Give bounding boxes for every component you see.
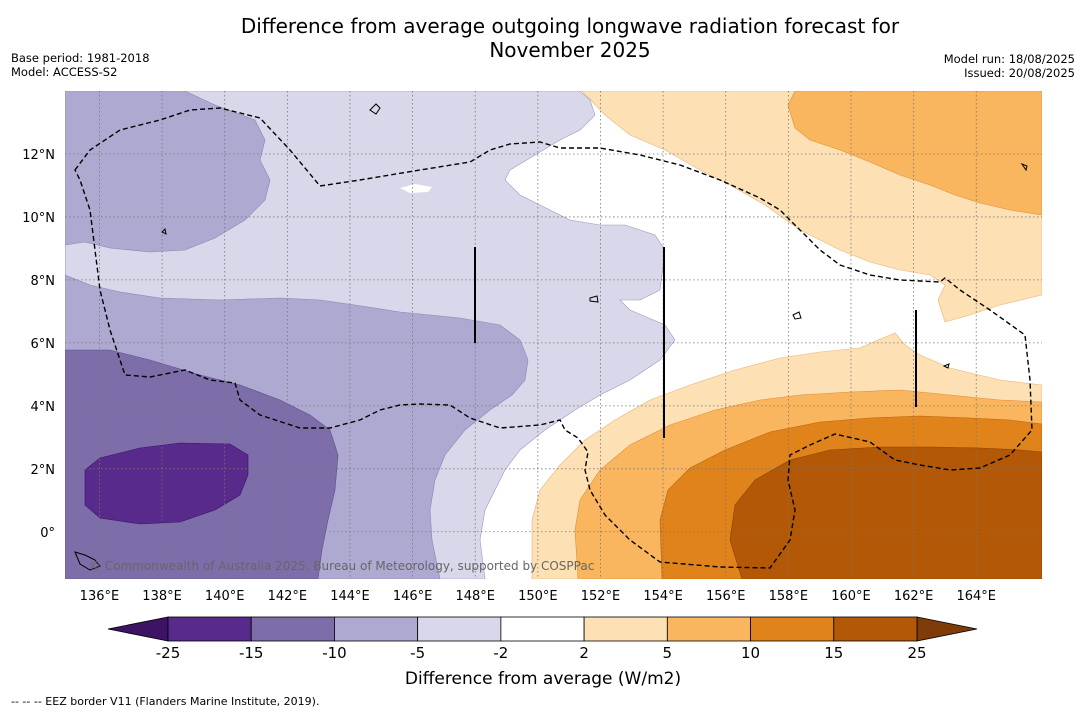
light-patch-north: [400, 184, 432, 193]
colorbar-segment: [334, 616, 419, 642]
model-run: Model run: 18/08/2025: [943, 52, 1075, 66]
title-line-2: November 2025: [489, 38, 651, 62]
island-new-guinea-coast: [74, 551, 101, 571]
lat-tick-label: 12°N: [22, 148, 55, 163]
lon-tick-label: 162°E: [894, 589, 934, 604]
colorbar-title: Difference from average (W/m2): [405, 669, 681, 689]
island-marcus-area: [369, 103, 381, 115]
colorbar-segment: [250, 616, 335, 642]
colorbar-level-label: 2: [579, 644, 589, 662]
colorbar-level-label: 5: [663, 644, 673, 662]
colorbar-segment: [167, 616, 252, 642]
lon-tick-label: 164°E: [956, 589, 996, 604]
anomaly-band-15-to-25: [729, 446, 1042, 579]
lon-tick-label: 144°E: [330, 589, 370, 604]
title-line-1: Difference from average outgoing longwav…: [240, 14, 900, 38]
lat-tick-label: 10°N: [22, 211, 55, 226]
colorbar-segment: [583, 616, 668, 642]
island-misc-east: [942, 363, 950, 369]
anomaly-band-5-to-10-north: [787, 91, 1042, 216]
colorbar-segment: [500, 616, 585, 642]
eez-palau-fsm-west: [74, 107, 1033, 569]
colorbar-level-label: -2: [493, 644, 508, 662]
contour-fills: [65, 91, 1042, 579]
lat-tick-label: 0°: [40, 526, 55, 541]
colorbar-level-label: -5: [410, 644, 425, 662]
lat-tick-label: 4°N: [31, 400, 56, 415]
base-period: Base period: 1981-2018: [11, 51, 150, 65]
colorbar: -25 -15 -10 -5 -2 2 5 10 15 25 Difference from av…: [107, 616, 978, 689]
lon-tick-label: 152°E: [581, 589, 621, 604]
lon-tick-label: 160°E: [831, 589, 871, 604]
colorbar-level-label: -15: [239, 644, 264, 662]
colorbar-segment: [833, 616, 918, 642]
colorbar-level-label: 15: [824, 644, 843, 662]
gridlines: [65, 91, 1042, 579]
lon-tick-label: 148°E: [455, 589, 495, 604]
colorbar-segment: [417, 616, 502, 642]
colorbar-level-label: 10: [741, 644, 760, 662]
colorbar-level-label: -10: [322, 644, 347, 662]
colorbar-segment: [666, 616, 751, 642]
lon-tick-label: 150°E: [518, 589, 558, 604]
island-pohnpei-area: [792, 311, 802, 320]
eez-footnote: -- -- -- EEZ border V11 (Flanders Marine…: [11, 695, 320, 708]
reference-bars: [474, 247, 917, 438]
lat-tick-label: 6°N: [31, 337, 56, 352]
lon-tick-label: 142°E: [268, 589, 308, 604]
run-info: Model run: 18/08/2025 Issued: 20/08/2025: [944, 52, 1075, 80]
colorbar-under-arrow: [107, 616, 169, 642]
lon-tick-label: 136°E: [80, 589, 120, 604]
lon-tick-label: 138°E: [142, 589, 182, 604]
coastlines: [74, 103, 1028, 571]
colorbar-labels: -25 -15 -10 -5 -2 2 5 10 15 25: [156, 644, 927, 662]
lon-tick-labels: 136°E 138°E 140°E 142°E 144°E 146°E 148°E 150°E…: [80, 589, 996, 604]
base-info: Base period: 1981-2018 Model: ACCESS-S2: [11, 51, 150, 79]
lat-tick-label: 2°N: [31, 463, 56, 478]
colorbar-segment: [750, 616, 835, 642]
lon-tick-label: 158°E: [769, 589, 809, 604]
lon-tick-label: 140°E: [205, 589, 245, 604]
lon-tick-label: 156°E: [706, 589, 746, 604]
anomaly-band-minus25-to-minus15: [84, 442, 249, 525]
lat-tick-label: 8°N: [31, 274, 56, 289]
issued-date: Issued: 20/08/2025: [964, 66, 1075, 80]
copyright-notice: © Commonwealth of Australia 2025, Bureau…: [89, 559, 594, 573]
lat-tick-labels: 12°N 10°N 8°N 6°N 4°N 2°N 0°: [22, 148, 55, 541]
lon-tick-label: 154°E: [643, 589, 683, 604]
map-title: Difference from average outgoing longwav…: [170, 14, 970, 62]
island-yap-area: [161, 227, 167, 235]
colorbar-level-label: 25: [907, 644, 926, 662]
model-name: Model: ACCESS-S2: [11, 65, 118, 79]
lon-tick-label: 146°E: [393, 589, 433, 604]
island-chuuk-area: [589, 295, 599, 303]
colorbar-over-arrow: [916, 616, 978, 642]
island-misc-ne: [1020, 162, 1028, 172]
colorbar-level-label: -25: [156, 644, 181, 662]
colorbar-segments: [167, 616, 918, 642]
eez-borders: [74, 107, 1033, 569]
